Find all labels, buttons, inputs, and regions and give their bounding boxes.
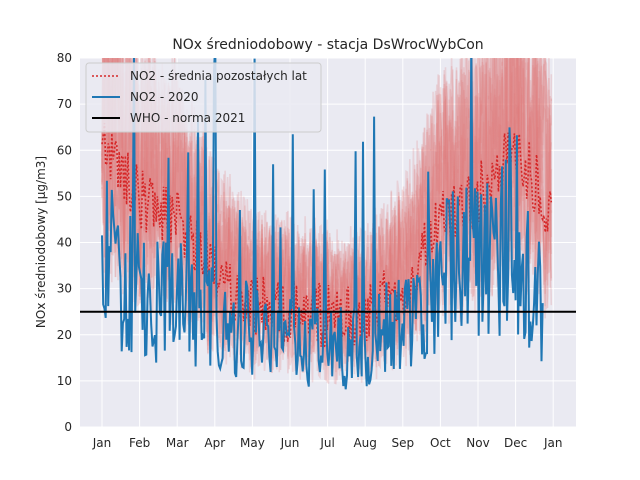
y-tick-label: 10 [57, 374, 72, 388]
y-tick-label: 20 [57, 328, 72, 342]
y-axis-label: NOx średniodobowy [µg/m3] [34, 156, 48, 328]
y-tick-label: 50 [57, 189, 72, 203]
x-tick-label: Feb [129, 436, 150, 450]
x-axis: Jan Feb Mar Apr May Jun Jul Aug Sep Oct Nov Dec Jan [92, 436, 563, 450]
legend-box [85, 62, 322, 133]
x-tick-label: Dec [504, 436, 527, 450]
x-tick-label: May [240, 436, 265, 450]
year-2020-line [101, 58, 544, 390]
x-tick-label: Jul [319, 436, 334, 450]
chart-title: NOx średniodobowy - stacja DsWrocWybCon [172, 37, 483, 53]
x-tick-label: Mar [166, 436, 189, 450]
y-tick-label: 60 [57, 143, 72, 157]
x-tick-label: Jan [92, 436, 112, 450]
x-tick-label: Nov [466, 436, 489, 450]
y-tick-label: 0 [64, 420, 72, 434]
other-year-line [101, 58, 553, 380]
y-axis: 0 10 20 30 40 50 60 70 80 [57, 51, 72, 434]
series [80, 58, 576, 390]
x-tick-label: Aug [353, 436, 376, 450]
legend-label: WHO - norma 2021 [130, 111, 245, 125]
x-tick-label: Sep [391, 436, 414, 450]
legend-label: NO2 - 2020 [130, 90, 199, 104]
y-tick-label: 30 [57, 282, 72, 296]
x-tick-label: Apr [204, 436, 225, 450]
y-tick-label: 70 [57, 97, 72, 111]
y-tick-label: 80 [57, 51, 72, 65]
legend-label: NO2 - średnia pozostałych lat [130, 69, 307, 83]
x-tick-label: Jun [280, 436, 300, 450]
x-tick-label: Jan [543, 436, 563, 450]
legend: NO2 - średnia pozostałych lat NO2 - 2020 W… [85, 62, 322, 133]
x-tick-label: Oct [430, 436, 451, 450]
y-tick-label: 40 [57, 236, 72, 250]
